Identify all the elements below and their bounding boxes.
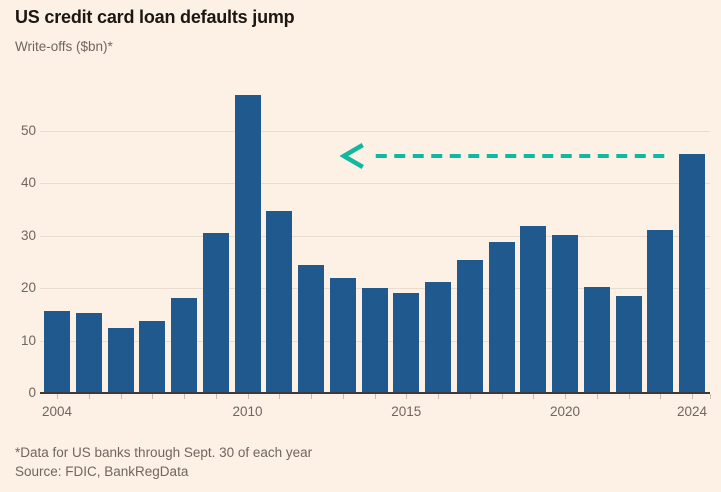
x-tick-label-2015: 2015 — [391, 404, 422, 419]
bar-2015 — [393, 292, 420, 393]
x-tick-2015 — [406, 394, 408, 399]
x-tick-2011 — [279, 394, 281, 399]
bar-2020 — [552, 235, 578, 393]
bar-2004 — [44, 311, 70, 393]
bar-2008 — [171, 297, 197, 393]
x-tick-2019 — [533, 394, 535, 399]
bar-2010 — [234, 94, 261, 393]
bar-2009 — [202, 232, 229, 393]
bar-2017 — [456, 260, 483, 393]
chart-title: US credit card loan defaults jump — [15, 7, 295, 27]
x-tick-2016 — [438, 394, 439, 399]
x-tick-2017 — [469, 394, 471, 399]
bar-2022 — [615, 296, 642, 393]
x-tick-2010 — [247, 394, 249, 399]
gridline-50 — [40, 131, 710, 132]
dashed-arrow-annotation — [340, 142, 665, 169]
bar-2023 — [647, 229, 674, 393]
x-tick-2012 — [311, 394, 312, 399]
x-tick-2013 — [342, 394, 344, 399]
chart-subtitle: Write-offs ($bn)* — [15, 39, 113, 54]
bar-2024 — [679, 154, 705, 393]
chart-footnote: *Data for US banks through Sept. 30 of e… — [15, 445, 313, 460]
x-tick-label-2024: 2024 — [676, 404, 708, 419]
bar-2016 — [425, 282, 451, 393]
y-tick-label-50: 50 — [20, 123, 36, 138]
x-tick-2008 — [184, 394, 185, 399]
y-tick-label-10: 10 — [20, 332, 36, 348]
x-tick-2007 — [152, 394, 154, 399]
x-axis-line — [40, 392, 710, 394]
x-tick-2022 — [628, 394, 630, 399]
bar-2012 — [298, 265, 324, 393]
gridline-40 — [40, 183, 710, 185]
bar-2021 — [583, 287, 610, 393]
x-tick-2024 — [692, 394, 693, 399]
x-tick-label-2004: 2004 — [41, 404, 73, 419]
x-tick-2021 — [596, 394, 598, 399]
x-tick-2020 — [565, 394, 566, 399]
y-tick-label-30: 30 — [20, 227, 36, 243]
x-tick-2018 — [501, 394, 503, 399]
x-tick-2006 — [120, 394, 122, 399]
x-tick-2009 — [215, 394, 217, 399]
bar-2014 — [361, 287, 388, 393]
x-tick-label-2020: 2020 — [549, 404, 581, 419]
bar-2005 — [75, 313, 102, 393]
y-tick-label-40: 40 — [20, 175, 36, 191]
bar-2018 — [488, 242, 515, 393]
bar-2011 — [266, 210, 293, 393]
x-tick-edge — [710, 394, 711, 399]
y-tick-label-0: 0 — [28, 385, 36, 400]
chart-footer: *Data for US banks through Sept. 30 of e… — [15, 443, 312, 481]
x-tick-2014 — [374, 394, 376, 399]
x-tick-2004 — [57, 394, 58, 399]
x-tick-2023 — [660, 394, 662, 399]
x-tick-2005 — [88, 394, 90, 399]
bar-2006 — [107, 327, 134, 393]
gridline-30 — [40, 235, 710, 237]
bar-2007 — [139, 321, 166, 393]
x-tick-label-2010: 2010 — [232, 404, 263, 419]
bar-2013 — [329, 278, 356, 393]
arrow-head-icon — [340, 142, 364, 169]
y-tick-label-20: 20 — [20, 280, 36, 296]
chart-source: Source: FDIC, BankRegData — [15, 464, 189, 479]
bar-2019 — [520, 225, 547, 393]
